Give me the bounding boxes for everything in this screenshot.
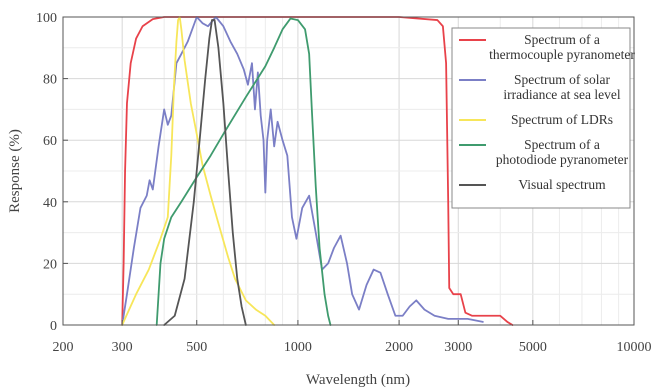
y-tick-label: 40 [43,196,57,211]
x-tick-label: 500 [186,340,207,355]
legend-label-3: Spectrum of a [524,137,600,152]
y-tick-label: 0 [50,319,57,334]
legend-box [451,27,631,209]
series-layer [121,16,514,326]
y-tick-labels: 0 20 40 60 80 100 [36,11,57,334]
legend-label-4: Visual spectrum [518,177,606,192]
y-tick-label: 80 [43,73,57,88]
x-tick-label: 300 [112,340,133,355]
series-line-0 [121,16,514,326]
x-tick-label: 3000 [444,340,472,355]
y-tick-label: 60 [43,134,57,149]
x-tick-label: 10000 [617,340,652,355]
legend-label-2: Spectrum of LDRs [511,112,613,127]
x-axis-label: Wavelength (nm) [306,372,410,388]
legend-label-0: Spectrum of a [524,32,600,47]
legend-label-0: thermocouple pyranometer [489,47,635,62]
y-tick-label: 20 [43,257,57,272]
y-axis-label: Response (%) [7,129,23,213]
x-tick-label: 5000 [519,340,547,355]
series-line-1 [121,16,484,326]
y-tick-label: 100 [36,11,57,26]
plot-frame [62,16,635,326]
series-line-4 [163,19,247,326]
legend-label-1: Spectrum of solar [514,72,610,87]
x-tick-label: 1000 [284,340,312,355]
x-tick-label: 200 [53,340,74,355]
x-tick-labels: 200 300 500 1000 2000 3000 5000 10000 [53,340,652,355]
legend-label-1: irradiance at sea level [503,87,621,102]
axes-box [62,16,635,326]
legend-label-3: photodiode pyranometer [496,152,629,167]
series-line-3 [155,17,332,326]
x-tick-label: 2000 [385,340,413,355]
